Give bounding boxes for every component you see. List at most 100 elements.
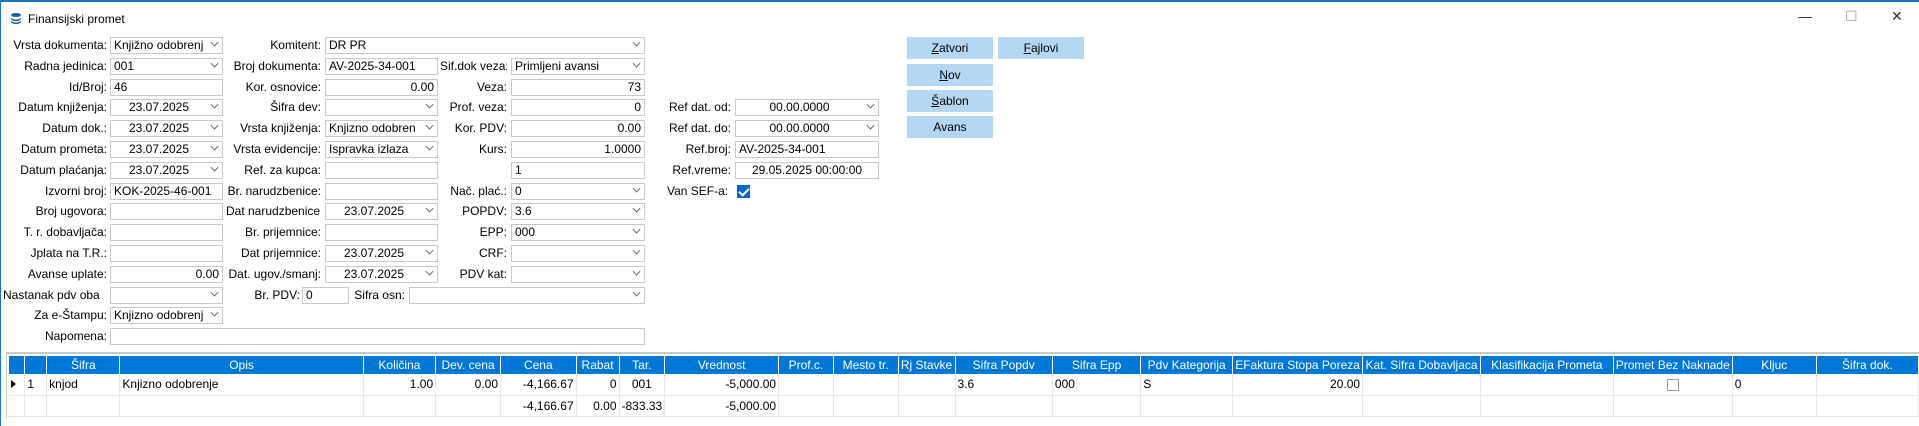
col-tar[interactable]: Tar. <box>619 356 666 374</box>
sifra-osn-select[interactable] <box>409 287 645 304</box>
cell-rabat[interactable]: 0 <box>576 374 620 396</box>
br-prijemnice-input[interactable] <box>325 224 438 241</box>
cell-kolicina[interactable]: 1.00 <box>363 374 437 396</box>
broj-ugovora-input[interactable] <box>110 203 223 220</box>
ref-dat-do-picker[interactable]: 00.00.0000 <box>735 120 879 137</box>
minimize-button[interactable]: — <box>1798 8 1812 24</box>
dat-narudzbenice-picker[interactable]: 23.07.2025 <box>325 203 438 220</box>
ref-dat-od-picker[interactable]: 00.00.0000 <box>735 99 879 116</box>
broj-dokumenta-input[interactable]: AV-2025-34-001 <box>325 58 438 75</box>
za-estampu-label: Za e-Štampu: <box>34 308 107 322</box>
id-broj-input[interactable]: 46 <box>110 79 223 96</box>
sif-dok-veza-select[interactable]: Primljeni avansi <box>511 58 645 75</box>
nastanak-pdv-select[interactable] <box>110 287 223 304</box>
col-mesto-tr[interactable]: Mesto tr. <box>833 356 899 374</box>
cell-dev-cena[interactable]: 0.00 <box>435 374 502 396</box>
col-prof-c[interactable]: Prof.c. <box>778 356 834 374</box>
table-row[interactable]: 1 knjod Knjizno odobrenje 1.00 0.00 -4,1… <box>9 374 1919 396</box>
cell-sifra-dok[interactable] <box>1816 374 1919 396</box>
vrsta-knjizenja-select[interactable]: Knjizno odobren <box>325 120 438 137</box>
nov-button[interactable]: Nov <box>907 64 993 86</box>
col-kolicina[interactable]: Količina <box>363 356 437 374</box>
datum-prometa-picker[interactable]: 23.07.2025 <box>110 141 223 158</box>
van-sef-checkbox[interactable] <box>737 185 750 198</box>
cell-prof-c[interactable] <box>778 374 834 396</box>
col-sifra-dok[interactable]: Šifra dok. <box>1816 356 1919 374</box>
col-kljuc[interactable]: Kljuc <box>1732 356 1817 374</box>
col-klasifikacija-prometa[interactable]: Klasifikacija Prometa <box>1480 356 1614 374</box>
ref-vreme-input[interactable]: 29.05.2025 00:00:00 <box>735 162 879 179</box>
tr-dobavljaca-input[interactable] <box>110 224 223 241</box>
cell-vrednost[interactable]: -5,000.00 <box>664 374 780 396</box>
sifra-dev-label: Šifra dev: <box>270 100 321 114</box>
col-kat-sifra-dobavljaca[interactable]: Kat. Sifra Dobavljaca <box>1362 356 1482 374</box>
komitent-select[interactable]: DR PR <box>325 37 645 54</box>
sablon-button[interactable]: Šablon <box>907 90 993 112</box>
fajlovi-button[interactable]: Fajlovi <box>998 37 1084 59</box>
uplata-tr-input[interactable] <box>110 245 223 262</box>
cell-sifra[interactable]: knjod <box>46 374 121 396</box>
vrsta-evidencije-select[interactable]: Ispravka izlaza <box>325 141 438 158</box>
nac-plac-select[interactable]: 0 <box>511 183 645 200</box>
cell-klasifikacija-prometa[interactable] <box>1480 374 1614 396</box>
unlabeled-input[interactable]: 1 <box>511 162 645 179</box>
cell-promet-bez-naknade[interactable] <box>1613 374 1733 396</box>
br-pdv-input[interactable]: 0 <box>302 287 349 304</box>
col-promet-bez-naknade[interactable]: Promet Bez Naknade <box>1613 356 1733 374</box>
crf-select[interactable] <box>511 245 645 262</box>
col-efaktura-stopa[interactable]: EFaktura Stopa Poreza <box>1232 356 1364 374</box>
cell-kat-sifra-dobavljaca[interactable] <box>1362 374 1482 396</box>
col-dev-cena[interactable]: Dev. cena <box>435 356 502 374</box>
za-estampu-select[interactable]: Knjizno odobrenj <box>110 307 223 324</box>
popdv-select[interactable]: 3.6 <box>511 203 645 220</box>
radna-jedinica-select[interactable]: 001 <box>110 58 223 75</box>
maximize-button[interactable]: ☐ <box>1845 8 1858 24</box>
kor-osnovice-input[interactable]: 0.00 <box>325 79 438 96</box>
col-pdv-kategorija[interactable]: Pdv Kategorija <box>1140 356 1234 374</box>
cell-tar[interactable]: 001 <box>619 374 666 396</box>
datum-knjizenja-picker[interactable]: 23.07.2025 <box>110 99 223 116</box>
zatvori-button[interactable]: Zatvori <box>907 37 993 59</box>
izvorni-broj-input[interactable]: KOK-2025-46-001 <box>110 183 223 200</box>
veza-input[interactable]: 73 <box>511 79 645 96</box>
cell-sifra-epp[interactable]: 000 <box>1052 374 1142 396</box>
vrsta-dokumenta-select[interactable]: Knjižno odobrenj <box>110 37 223 54</box>
van-sef-label: Van SEF-a: <box>667 184 729 198</box>
avans-button[interactable]: Avans <box>907 116 993 138</box>
col-sifra-epp[interactable]: Sifra Epp <box>1052 356 1142 374</box>
epp-select[interactable]: 000 <box>511 224 645 241</box>
col-rabat[interactable]: Rabat <box>576 356 620 374</box>
dat-prijemnice-picker[interactable]: 23.07.2025 <box>325 245 438 262</box>
promet-bez-naknade-checkbox[interactable] <box>1666 379 1679 392</box>
ref-broj-input[interactable]: AV-2025-34-001 <box>735 141 879 158</box>
cell-efaktura-stopa[interactable]: 20.00 <box>1232 374 1364 396</box>
col-sifra-popdv[interactable]: Sifra Popdv <box>955 356 1053 374</box>
napomena-input[interactable] <box>110 328 645 345</box>
cell-mesto-tr[interactable] <box>833 374 899 396</box>
col-rj-stavke[interactable]: Rj Stavke <box>898 356 956 374</box>
sifra-dev-select[interactable] <box>325 99 438 116</box>
pdv-kat-select[interactable] <box>511 266 645 283</box>
datum-placanja-picker[interactable]: 23.07.2025 <box>110 162 223 179</box>
cell-sifra-popdv[interactable]: 3.6 <box>955 374 1053 396</box>
cell-rj-stavke[interactable] <box>898 374 956 396</box>
col-vrednost[interactable]: Vrednost <box>664 356 780 374</box>
ref-za-kupca-input[interactable] <box>325 162 438 179</box>
cell-opis[interactable]: Knjizno odobrenje <box>119 374 364 396</box>
close-button[interactable]: ✕ <box>1891 8 1903 24</box>
cell-pdv-kategorija[interactable]: S <box>1140 374 1234 396</box>
col-sifra[interactable]: Šifra <box>46 356 121 374</box>
avanse-uplate-input[interactable]: 0.00 <box>110 266 223 283</box>
cell-cena[interactable]: -4,166.67 <box>500 374 577 396</box>
dat-ugov-picker[interactable]: 23.07.2025 <box>325 266 438 283</box>
cell-num[interactable]: 1 <box>24 374 48 396</box>
col-opis[interactable]: Opis <box>119 356 364 374</box>
datum-dok-picker[interactable]: 23.07.2025 <box>110 120 223 137</box>
kor-pdv-input[interactable]: 0.00 <box>511 120 645 137</box>
cell-kljuc[interactable]: 0 <box>1732 374 1817 396</box>
kurs-input[interactable]: 1.0000 <box>511 141 645 158</box>
prof-veza-input[interactable]: 0 <box>511 99 645 116</box>
col-cena[interactable]: Cena <box>500 356 577 374</box>
total-tar: -833.33 <box>619 395 666 417</box>
br-narudzbenice-input[interactable] <box>325 183 438 200</box>
